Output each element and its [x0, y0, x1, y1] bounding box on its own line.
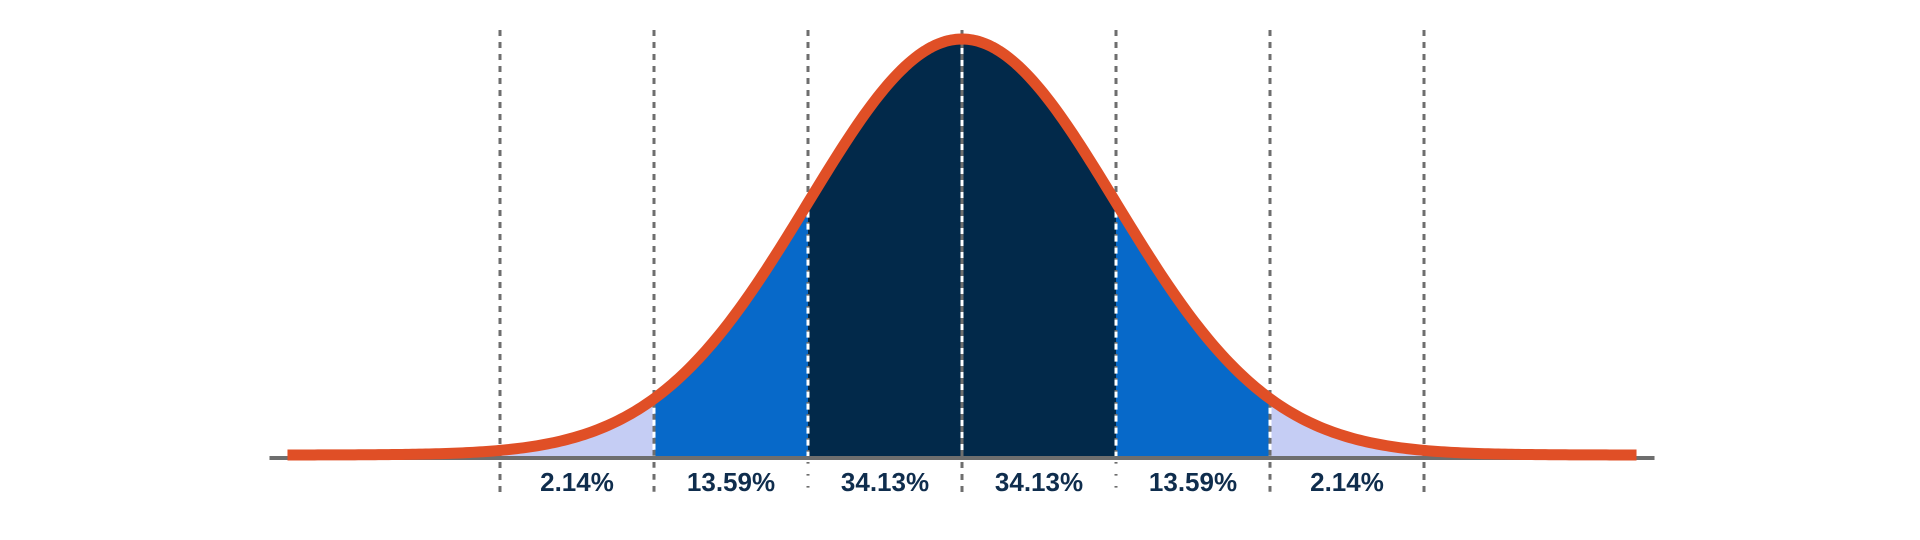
percent-label-6: 2.14% [1310, 467, 1384, 497]
percent-label-4: 34.13% [995, 467, 1083, 497]
bell-curve [285, 33, 1639, 461]
percent-label-5: 13.59% [1149, 467, 1237, 497]
percent-labels: 2.14% 13.59% 34.13% 34.13% 13.59% 2.14% [540, 467, 1384, 497]
percent-label-2: 13.59% [687, 467, 775, 497]
sigma-dividers [498, 30, 1426, 498]
band-area-3 [808, 42, 962, 458]
band-area-4 [962, 42, 1116, 458]
percent-label-1: 2.14% [540, 467, 614, 497]
band-area-1 [500, 401, 654, 458]
percent-label-3: 34.13% [841, 467, 929, 497]
band-area-6 [1270, 401, 1424, 458]
